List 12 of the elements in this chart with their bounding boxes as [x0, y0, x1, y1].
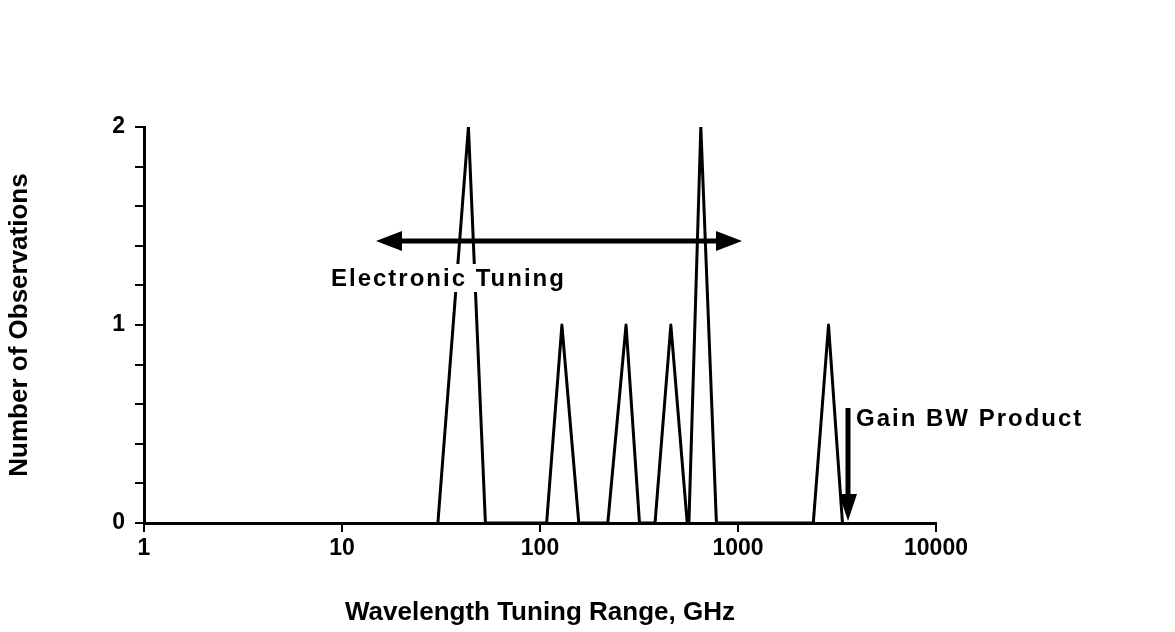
x-tick-label: 10	[329, 534, 355, 561]
y-tick-label: 0	[112, 508, 125, 535]
x-tick-label: 100	[520, 534, 560, 561]
y-axis-title: Number of Observations	[2, 173, 33, 477]
annotation: Gain BW Product	[856, 404, 1084, 432]
annotation: Electronic Tuning	[327, 264, 570, 292]
x-tick-label: 1000	[712, 534, 764, 561]
x-axis-title: Wavelength Tuning Range, GHz	[345, 595, 735, 626]
x-tick-label: 10000	[904, 534, 968, 561]
x-tick-label: 1	[137, 534, 151, 561]
y-tick-label: 2	[112, 112, 125, 139]
y-tick-label: 1	[112, 310, 126, 337]
